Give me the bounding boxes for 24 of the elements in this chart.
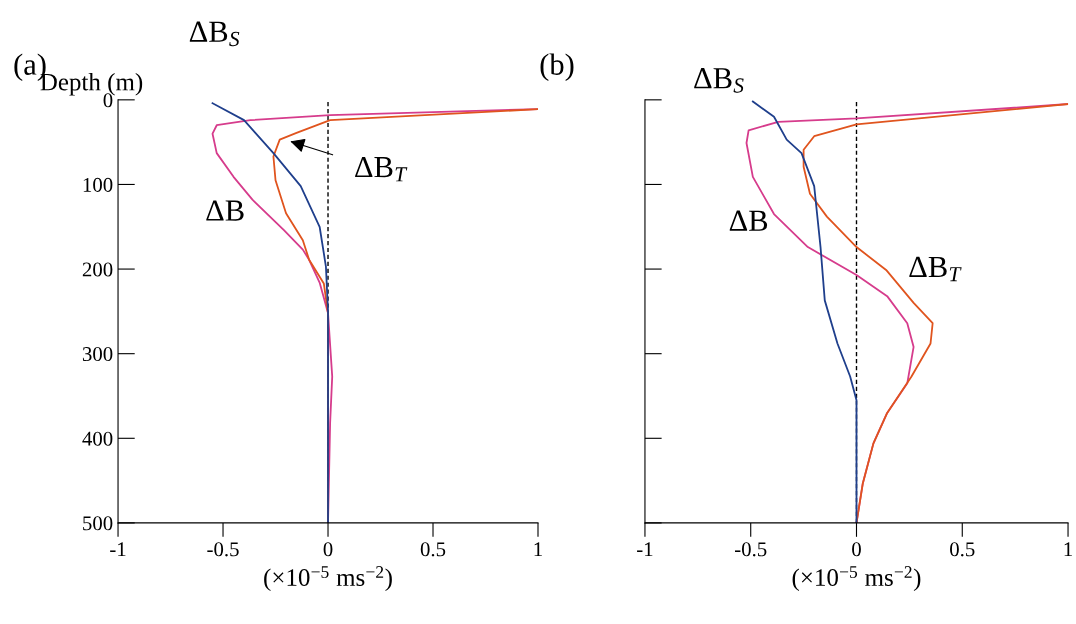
x-tick-label: -1: [637, 542, 653, 557]
x-tick-label: -0.5: [207, 542, 239, 557]
x-axis-title: (×10$^{−5}$ ms$^{−2}$): [792, 566, 921, 592]
x-tick-label: 0: [852, 542, 861, 557]
y-tick-label: 400: [82, 431, 113, 446]
series-label: ΔB$_{T}$: [355, 156, 408, 182]
x-tick-label: -0.5: [735, 542, 767, 557]
x-tick-label: 0.5: [950, 542, 975, 557]
y-tick-label: 500: [83, 516, 113, 531]
x-axis-title: (×10$^{−5}$ ms$^{−2}$): [264, 566, 392, 592]
x-tick-label: 0.5: [420, 542, 446, 557]
x-tick-label: -1: [110, 542, 126, 557]
series-label: ΔB$_{S}$: [694, 68, 744, 93]
chart-title: (b): [540, 53, 574, 82]
series-label: ΔB: [206, 200, 244, 221]
y-tick-label: 300: [82, 347, 113, 362]
y-tick-label: 100: [83, 177, 113, 192]
text: ΔB$_{S}$: [189, 21, 240, 47]
x-tick-label: 0: [323, 542, 333, 557]
series-label: ΔB$_{T}$: [909, 256, 962, 282]
x-tick-label: 1: [534, 542, 542, 557]
y-tick-label: 200: [82, 262, 113, 277]
series-label: ΔB: [729, 210, 768, 231]
x-tick-label: 1: [1064, 542, 1072, 557]
